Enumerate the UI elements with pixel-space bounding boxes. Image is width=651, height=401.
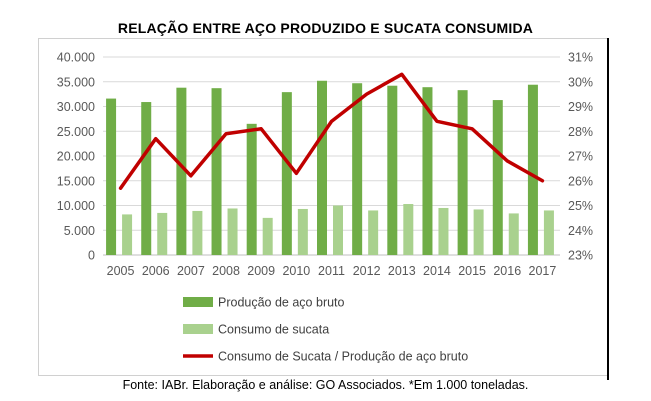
x-tick-label: 2007	[177, 264, 205, 278]
bar-producao-aco	[492, 100, 503, 255]
bar-producao-aco	[246, 123, 257, 255]
bar-producao-aco	[422, 87, 433, 255]
y-right-tick-label: 30%	[568, 75, 593, 89]
bar-producao-aco	[281, 92, 292, 256]
legend-label: Consumo de Sucata / Produção de aço brut…	[218, 350, 468, 364]
source-note: Fonte: IABr. Elaboração e análise: GO As…	[122, 378, 529, 392]
x-tick-label: 2014	[423, 264, 451, 278]
y-right-tick-label: 23%	[568, 249, 593, 263]
bar-producao-aco	[352, 83, 363, 255]
bar-consumo-sucata	[157, 212, 168, 255]
x-tick-label: 2005	[107, 264, 135, 278]
legend-swatch	[183, 324, 213, 334]
y-left-tick-label: 5.000	[64, 224, 95, 238]
bar-consumo-sucata	[543, 210, 554, 255]
x-tick-label: 2008	[212, 264, 240, 278]
x-tick-label: 2012	[353, 264, 381, 278]
bar-producao-aco	[141, 102, 152, 255]
bar-consumo-sucata	[227, 208, 238, 255]
legend-label: Consumo de sucata	[218, 323, 329, 337]
y-right-tick-label: 31%	[568, 51, 593, 65]
bar-producao-aco	[527, 84, 538, 255]
x-tick-label: 2013	[388, 264, 416, 278]
y-right-tick-label: 24%	[568, 224, 593, 238]
bar-consumo-sucata	[403, 204, 414, 255]
y-right-tick-label: 26%	[568, 174, 593, 188]
y-right-tick-label: 27%	[568, 150, 593, 164]
y-right-tick-label: 25%	[568, 199, 593, 213]
y-left-tick-label: 0	[88, 249, 95, 263]
y-left-tick-label: 40.000	[57, 51, 95, 65]
x-tick-label: 2006	[142, 264, 170, 278]
legend-swatch	[183, 297, 213, 307]
bar-consumo-sucata	[508, 213, 519, 255]
line-ratio-sucata-producao	[118, 72, 545, 190]
bar-producao-aco	[457, 90, 468, 255]
bar-producao-aco	[211, 88, 222, 255]
y-right-tick-label: 29%	[568, 100, 593, 114]
y-right-tick-label: 28%	[568, 125, 593, 139]
bar-consumo-sucata	[333, 205, 343, 255]
y-left-tick-label: 10.000	[57, 199, 95, 213]
y-left-tick-label: 25.000	[57, 125, 95, 139]
bar-consumo-sucata	[122, 214, 133, 255]
bar-consumo-sucata	[368, 210, 379, 255]
bar-consumo-sucata	[262, 217, 273, 255]
chart-title: RELAÇÃO ENTRE AÇO PRODUZIDO E SUCATA CON…	[117, 20, 534, 36]
bar-producao-aco	[176, 87, 187, 255]
bar-producao-aco	[106, 98, 117, 255]
x-tick-label: 2010	[282, 264, 310, 278]
x-tick-label: 2009	[247, 264, 275, 278]
frame-right-border	[607, 38, 609, 380]
bar-consumo-sucata	[297, 208, 308, 255]
y-left-tick-label: 15.000	[57, 174, 95, 188]
bar-consumo-sucata	[473, 209, 484, 255]
legend-label: Produção de aço bruto	[218, 296, 345, 310]
x-tick-label: 2011	[318, 264, 345, 278]
x-tick-label: 2015	[458, 264, 486, 278]
y-left-tick-label: 30.000	[57, 100, 95, 114]
y-left-tick-label: 20.000	[57, 150, 95, 164]
bar-producao-aco	[387, 85, 398, 256]
x-tick-label: 2017	[529, 264, 557, 278]
y-left-tick-label: 35.000	[57, 75, 95, 89]
bar-producao-aco	[317, 80, 327, 255]
x-tick-label: 2016	[493, 264, 521, 278]
bar-consumo-sucata	[438, 207, 449, 255]
bar-consumo-sucata	[192, 210, 203, 255]
